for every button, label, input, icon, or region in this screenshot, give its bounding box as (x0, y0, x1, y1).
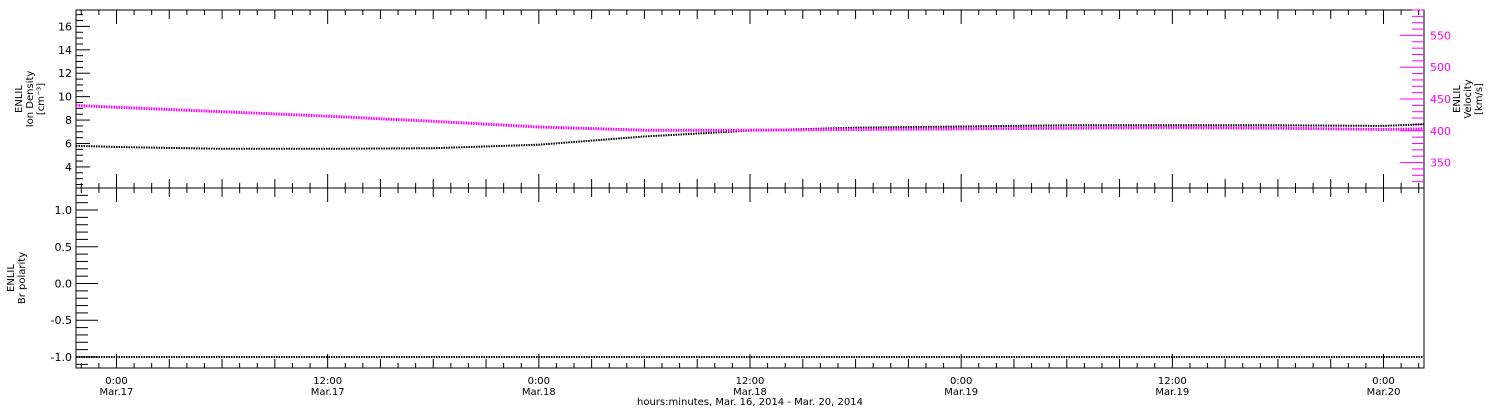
left-axis-label: ENLILIon Density[cm⁻³] (14, 71, 47, 128)
x-tick-date-label: Mar.20 (1367, 387, 1401, 398)
x-tick-date-label: Mar.19 (1155, 387, 1189, 398)
polarity-axis-label: ENLILBr polarity (6, 252, 28, 304)
x-tick-time-label: 0:00 (528, 376, 550, 387)
polarity-tick-label: 0.5 (55, 241, 73, 254)
x-tick-time-label: 12:00 (1158, 376, 1187, 387)
panel2-frame (75, 187, 1425, 369)
left-tick-label: 6 (65, 138, 72, 151)
x-tick-date-label: Mar.18 (733, 387, 767, 398)
x-tick-time-label: 0:00 (105, 376, 127, 387)
left-tick-label: 12 (58, 67, 72, 80)
time-axis: 0:00Mar.1712:00Mar.170:00Mar.1812:00Mar.… (80, 10, 1420, 398)
x-tick-date-label: Mar.19 (944, 387, 978, 398)
left-tick-label: 4 (65, 161, 72, 174)
left-axis-label-line: ENLIL (14, 85, 25, 113)
left-tick-label: 16 (58, 20, 72, 33)
left-tick-label: 14 (58, 44, 72, 57)
right-tick-label: 450 (1430, 93, 1451, 106)
polarity-tick-label: 1.0 (55, 204, 73, 217)
polarity-tick-label: -0.5 (51, 314, 72, 327)
polarity-axis-label-line: Br polarity (17, 252, 28, 304)
x-tick-time-label: 12:00 (313, 376, 342, 387)
polarity-panel: -1.0 -0.5 0.0 0.5 1.0 ENLILBr polarity (6, 187, 1425, 369)
left-tick-label: 10 (58, 91, 72, 104)
left-axis-label-line: [cm⁻³] (36, 83, 47, 115)
left-tick-label: 8 (65, 114, 72, 127)
right-tick-label: 400 (1430, 125, 1451, 138)
right-tick-label: 500 (1430, 61, 1451, 74)
x-tick-time-label: 0:00 (1372, 376, 1394, 387)
left-axis-label-line: Ion Density (25, 71, 36, 128)
panel1-frame (75, 9, 1425, 189)
density-series-line (75, 123, 1425, 150)
right-axis-label-line: ENLIL (1452, 85, 1463, 113)
x-tick-date-label: Mar.17 (100, 387, 134, 398)
right-axis-label-line: Velocity (1463, 79, 1474, 118)
polarity-tick-label: -1.0 (51, 351, 72, 364)
right-axis-label: ENLILVelocity[km/s] (1452, 79, 1485, 118)
x-tick-time-label: 12:00 (736, 376, 765, 387)
right-tick-label: 550 (1430, 29, 1451, 42)
x-axis-title: hours:minutes, Mar. 16, 2014 - Mar. 20, … (637, 397, 863, 408)
x-tick-date-label: Mar.18 (522, 387, 556, 398)
x-tick-time-label: 0:00 (950, 376, 972, 387)
polarity-tick-label: 0.0 (55, 278, 73, 291)
velocity-series-line (75, 103, 1425, 132)
right-axis-label-line: [km/s] (1474, 83, 1485, 115)
x-tick-date-label: Mar.17 (311, 387, 345, 398)
right-tick-label: 350 (1430, 157, 1451, 170)
polarity-axis-label-line: ENLIL (6, 264, 17, 292)
